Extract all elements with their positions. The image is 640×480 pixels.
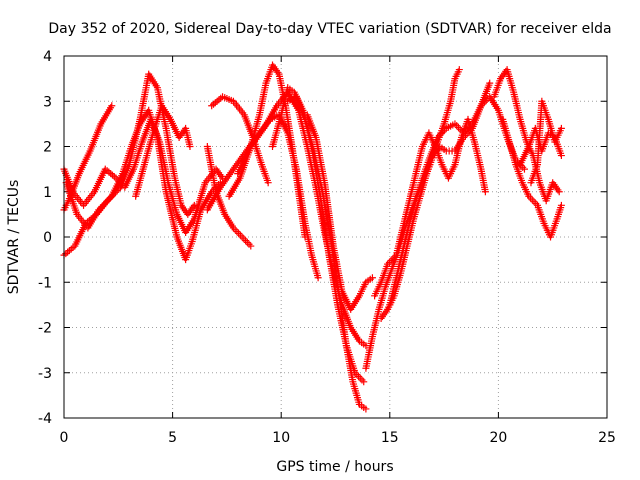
y-tick-labels: -4 -3 -2 -1 0 1 2 3 4	[38, 49, 52, 427]
y-tick-label: 4	[43, 49, 52, 65]
plot-frame	[63, 55, 608, 419]
y-tick-label: -1	[38, 275, 52, 291]
y-tick-label: 0	[43, 230, 52, 246]
y-tick-label: 2	[43, 140, 52, 156]
x-tick-label: 20	[489, 430, 507, 446]
plus-markers	[62, 106, 224, 264]
plus-markers	[225, 61, 309, 241]
x-tick-label: 0	[60, 430, 69, 446]
y-tick-label: 1	[43, 185, 52, 201]
chart-title: Day 352 of 2020, Sidereal Day-to-day VTE…	[48, 21, 611, 37]
series-track-19	[499, 115, 565, 241]
series-track-4	[62, 106, 224, 264]
x-tick-label: 10	[272, 430, 290, 446]
x-tick-label: 5	[168, 430, 177, 446]
plus-markers	[303, 111, 376, 313]
y-tick-label: -3	[38, 366, 52, 382]
series-track-9	[225, 61, 309, 241]
x-tick-labels: 0 5 10 15 20 25	[60, 430, 616, 446]
y-tick-label: -4	[38, 411, 52, 427]
x-tick-label: 15	[381, 430, 399, 446]
data-points	[60, 61, 565, 413]
x-axis-label: GPS time / hours	[276, 459, 393, 475]
x-tick-label: 25	[598, 430, 616, 446]
y-axis-label: SDTVAR / TECUs	[6, 180, 22, 295]
series-track-5	[132, 102, 194, 200]
series-track-21	[527, 97, 565, 187]
series-track-10	[234, 88, 370, 350]
series-track-16	[371, 115, 489, 300]
y-tick-label: 3	[43, 94, 52, 110]
y-tick-label: -2	[38, 321, 52, 337]
plus-markers	[371, 115, 489, 300]
series-track-1	[60, 102, 116, 214]
series-track-13	[303, 111, 376, 313]
